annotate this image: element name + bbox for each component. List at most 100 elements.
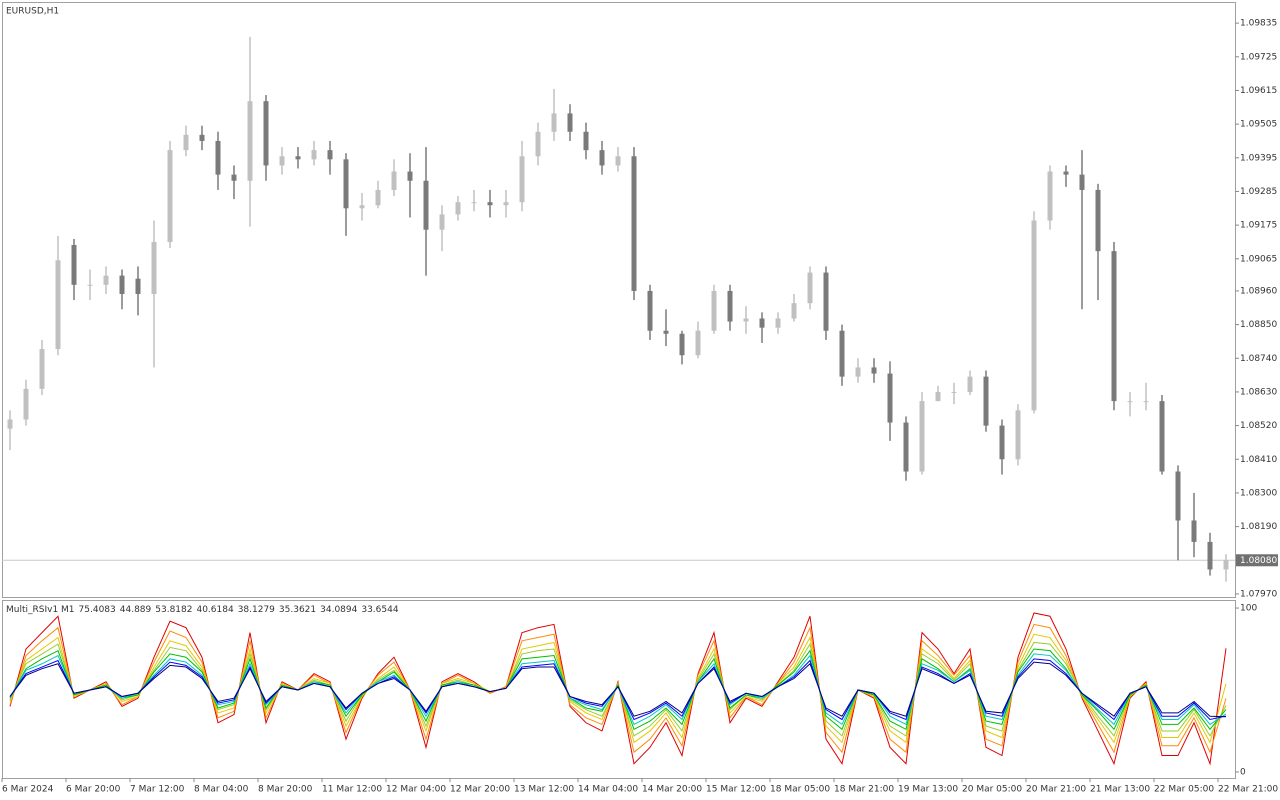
candle-body <box>903 422 909 472</box>
candle-body <box>151 241 157 294</box>
candle-body <box>727 290 733 322</box>
y-tick-label: 1.08300 <box>1240 488 1277 498</box>
y-tick-label: 1.09395 <box>1240 153 1277 163</box>
candle-body <box>71 245 77 285</box>
candle-body <box>1191 520 1197 542</box>
candle-body <box>647 290 653 331</box>
indicator-header: Multi_RSIv1 M1 75.4083 44.889 53.8182 40.618… <box>6 605 399 615</box>
x-tick-label: 12 Mar 20:00 <box>450 785 510 795</box>
x-tick-label: 20 Mar 21:00 <box>1026 785 1086 795</box>
candle-body <box>1095 189 1101 252</box>
y-tick-label: 1.09065 <box>1240 254 1277 264</box>
indicator-value: 35.3621 <box>279 605 316 615</box>
indicator-value: 38.1279 <box>238 605 275 615</box>
y-tick-label: 1.08960 <box>1240 286 1277 296</box>
current-price-label: 1.08080 <box>1240 556 1277 566</box>
candle-body <box>39 349 45 389</box>
y-tick-label: 0 <box>1240 767 1246 777</box>
candle-body <box>423 180 429 230</box>
candle-body <box>839 330 845 377</box>
y-tick-label: 1.08740 <box>1240 354 1277 364</box>
candle-body <box>343 159 349 209</box>
y-tick-label: 1.08520 <box>1240 421 1277 431</box>
candle-body <box>871 367 877 374</box>
candle-body <box>327 150 333 160</box>
candle-body <box>1223 560 1229 570</box>
y-tick-label: 1.08630 <box>1240 387 1277 397</box>
candle-body <box>487 202 493 206</box>
y-tick-label: 1.09505 <box>1240 120 1277 130</box>
indicator-value: 33.6544 <box>361 605 398 615</box>
x-tick-label: 21 Mar 13:00 <box>1090 785 1150 795</box>
y-tick-label: 1.09175 <box>1240 221 1277 231</box>
y-tick-label: 1.08850 <box>1240 320 1277 330</box>
x-tick-label: 11 Mar 12:00 <box>322 785 382 795</box>
candle-body <box>295 156 301 160</box>
x-tick-label: 8 Mar 04:00 <box>194 785 249 795</box>
candle-body <box>471 202 477 204</box>
x-tick-label: 22 Mar 05:00 <box>1154 785 1214 795</box>
current-price-box <box>1236 554 1278 567</box>
candle-body <box>535 131 541 157</box>
candle-body <box>855 367 861 377</box>
candle-body <box>695 330 701 356</box>
candle-body <box>455 202 461 215</box>
candle-body <box>183 134 189 151</box>
candle-body <box>1063 171 1069 175</box>
candle-body <box>1175 471 1181 521</box>
candle-body <box>407 171 413 181</box>
candle-body <box>999 425 1005 460</box>
indicator-name: Multi_RSIv1 M1 <box>6 605 75 615</box>
candle-body <box>567 113 573 132</box>
symbol-title: EURUSD,H1 <box>6 7 59 17</box>
candle-body <box>663 330 669 334</box>
candle-body <box>711 290 717 331</box>
candle-body <box>679 333 685 356</box>
candle-body <box>919 401 925 472</box>
x-tick-label: 7 Mar 12:00 <box>130 785 185 795</box>
candle-body <box>135 278 141 294</box>
x-tick-label: 20 Mar 05:00 <box>962 785 1022 795</box>
candle-body <box>1079 174 1085 190</box>
candle-body <box>1127 401 1133 403</box>
candle-body <box>263 101 269 166</box>
x-tick-label: 8 Mar 20:00 <box>258 785 313 795</box>
candle-body <box>503 202 509 206</box>
x-tick-label: 18 Mar 21:00 <box>834 785 894 795</box>
candle-body <box>375 189 381 206</box>
indicator-value: 44.889 <box>120 605 152 615</box>
y-tick-label: 100 <box>1240 604 1257 614</box>
indicator-line <box>9 648 1227 731</box>
candle-body <box>1143 401 1149 403</box>
candle-body <box>823 272 829 331</box>
x-tick-label: 14 Mar 20:00 <box>642 785 702 795</box>
y-tick-label: 1.09725 <box>1240 52 1277 62</box>
candle-body <box>775 318 781 328</box>
x-tick-label: 14 Mar 04:00 <box>578 785 638 795</box>
candle-body <box>1047 171 1053 221</box>
candle-body <box>759 318 765 328</box>
candle-body <box>551 113 557 132</box>
indicator-value: 53.8182 <box>155 605 192 615</box>
x-tick-label: 19 Mar 13:00 <box>898 785 958 795</box>
x-tick-label: 13 Mar 12:00 <box>514 785 574 795</box>
candle-body <box>791 303 797 319</box>
candle-body <box>167 150 173 242</box>
candle-body <box>231 174 237 181</box>
indicator-panel <box>2 600 1236 779</box>
y-tick-label: 1.09835 <box>1240 19 1277 29</box>
x-tick-label: 12 Mar 04:00 <box>386 785 446 795</box>
y-tick-label: 1.08410 <box>1240 455 1277 465</box>
y-tick-label: 1.09615 <box>1240 86 1277 96</box>
indicator-line <box>9 661 1227 718</box>
candle-body <box>199 134 205 141</box>
candle-body <box>631 156 637 291</box>
candle-body <box>7 419 13 429</box>
candle-body <box>1031 220 1037 411</box>
candle-body <box>279 156 285 166</box>
candle-body <box>215 140 221 175</box>
candle-body <box>583 131 589 151</box>
candle-body <box>743 318 749 322</box>
